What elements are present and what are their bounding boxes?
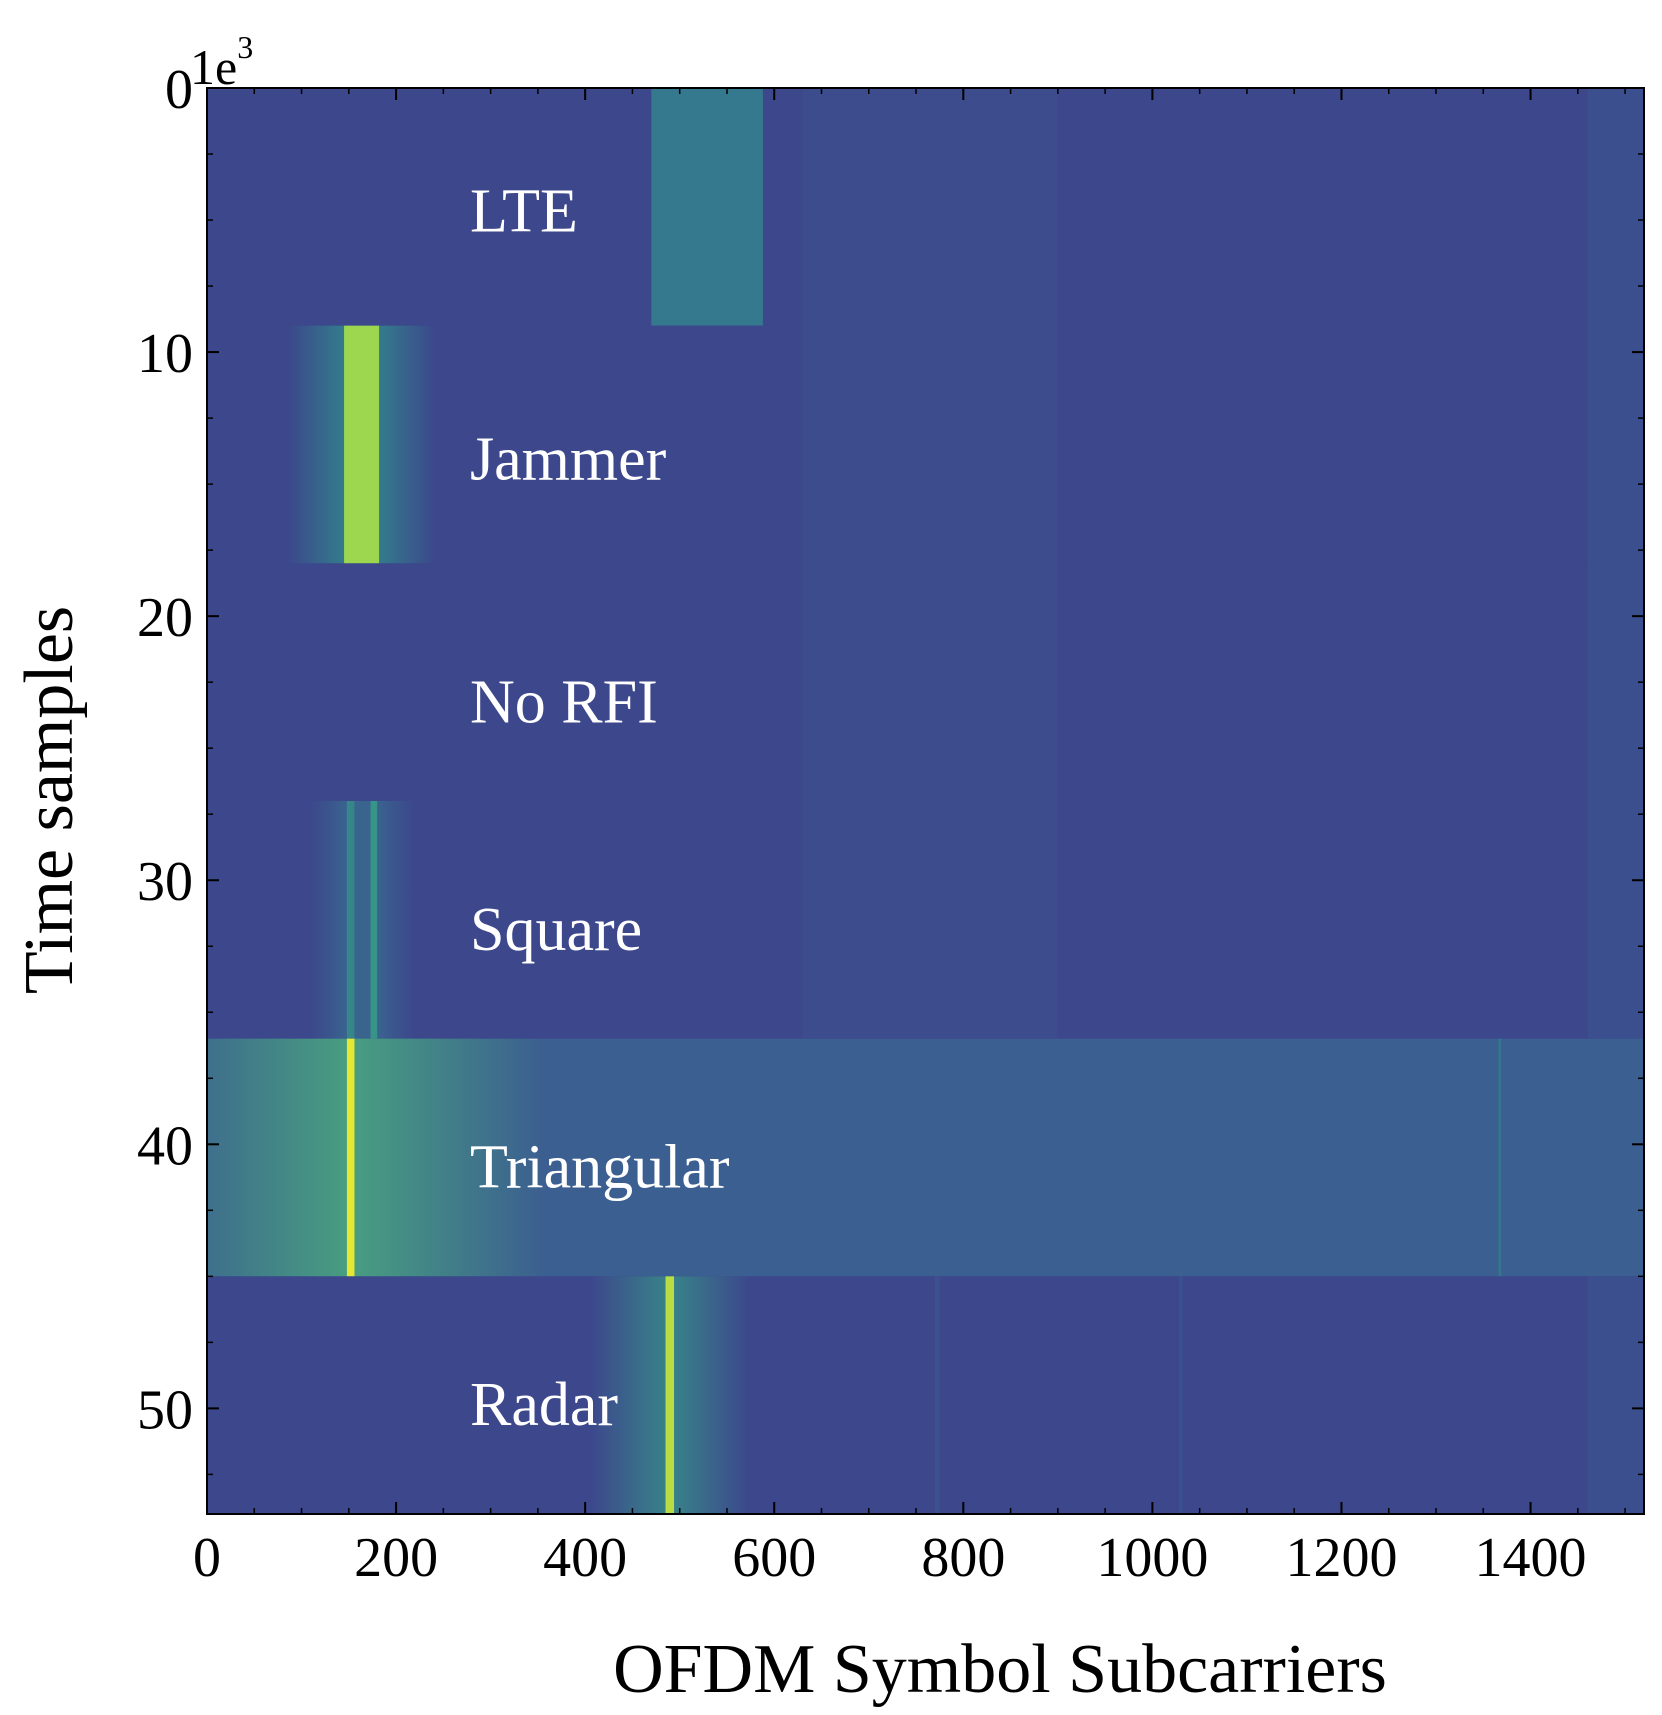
region-label: Square xyxy=(470,896,642,964)
y-offset-exponent: 3 xyxy=(237,29,253,65)
vertical-streak xyxy=(1178,1276,1183,1514)
region-label: Jammer xyxy=(470,426,667,494)
x-tick-label: 1200 xyxy=(1285,1527,1397,1589)
interference-band xyxy=(651,88,763,326)
region-label: Radar xyxy=(470,1371,618,1439)
interference-band xyxy=(665,1276,675,1514)
y-tick-label: 0 xyxy=(165,59,193,121)
heatmap-region xyxy=(207,1276,1644,1514)
region-label: No RFI xyxy=(470,669,658,737)
y-tick-label: 30 xyxy=(137,851,193,913)
x-tick-label: 200 xyxy=(354,1527,438,1589)
plot-area xyxy=(207,88,1644,1514)
x-tick-label: 600 xyxy=(732,1527,816,1589)
vertical-streak xyxy=(934,1276,940,1514)
vertical-streak xyxy=(1587,1276,1644,1514)
y-tick-label: 40 xyxy=(137,1115,193,1177)
vertical-streak xyxy=(1587,88,1644,1039)
interference-band xyxy=(346,1038,355,1277)
interference-band xyxy=(344,325,380,564)
y-offset-text: 1e3 xyxy=(190,29,253,95)
vertical-streak xyxy=(802,88,1058,1039)
y-tick-label: 50 xyxy=(137,1379,193,1441)
x-tick-label: 400 xyxy=(543,1527,627,1589)
x-tick-label: 1000 xyxy=(1096,1527,1208,1589)
y-tick-label: 10 xyxy=(137,323,193,385)
x-tick-label: 800 xyxy=(921,1527,1005,1589)
plot-frame xyxy=(206,87,1645,1515)
band-glow xyxy=(207,1038,544,1277)
region-label: LTE xyxy=(470,177,578,245)
interference-band xyxy=(1498,1038,1502,1277)
y-tick-label: 20 xyxy=(137,587,193,649)
x-tick-label: 1400 xyxy=(1475,1527,1587,1589)
y-axis-title: Time samples xyxy=(11,606,88,994)
x-axis-title: OFDM Symbol Subcarriers xyxy=(613,1631,1387,1708)
y-offset-base: 1e xyxy=(190,39,237,95)
x-tick-label: 0 xyxy=(193,1527,221,1589)
interference-band xyxy=(370,801,378,1039)
region-label: Triangular xyxy=(470,1133,730,1201)
